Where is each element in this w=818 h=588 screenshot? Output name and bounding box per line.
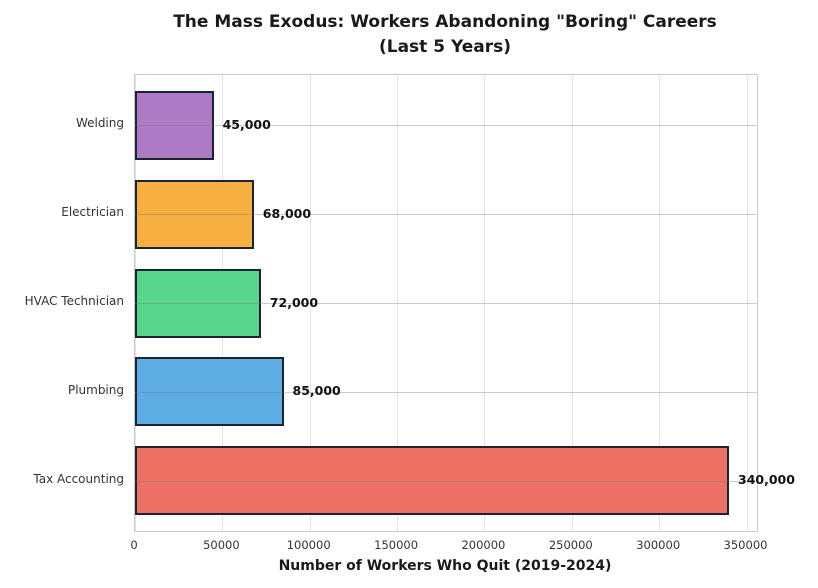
bar-value-label: 340,000 bbox=[738, 472, 795, 488]
x-gridline bbox=[746, 75, 748, 531]
bar-welding bbox=[135, 90, 214, 160]
y-gridline bbox=[135, 125, 757, 127]
y-tick-label-tax-accounting: Tax Accounting bbox=[33, 471, 124, 486]
y-gridline bbox=[135, 303, 757, 304]
y-tick-label-electrician: Electrician bbox=[61, 205, 124, 220]
chart-title-line2: (Last 5 Years) bbox=[378, 36, 511, 57]
y-gridline bbox=[135, 391, 757, 393]
y-gridline bbox=[135, 214, 757, 216]
x-tick-label-150000: 150000 bbox=[374, 538, 419, 552]
chart-title-line1: The Mass Exodus: Workers Abandoning "Bor… bbox=[173, 12, 717, 32]
x-gridline bbox=[659, 75, 661, 531]
chart-title: The Mass Exodus: Workers Abandoning "Bor… bbox=[134, 10, 756, 59]
y-gridline bbox=[135, 480, 757, 482]
x-tick-label-100000: 100000 bbox=[286, 538, 331, 552]
bar-tax-accounting bbox=[135, 446, 729, 516]
x-axis-label: Number of Workers Who Quit (2019-2024) bbox=[278, 558, 612, 574]
x-tick-label-200000: 200000 bbox=[461, 538, 506, 552]
x-tick-label-300000: 300000 bbox=[636, 538, 681, 552]
x-tick-label-50000: 50000 bbox=[203, 538, 240, 552]
x-tick-label-350000: 350000 bbox=[723, 538, 768, 552]
bar-value-label: 68,000 bbox=[262, 205, 312, 221]
plot-area: 45,000 68,000 72,000 85,000 340,000 bbox=[134, 74, 795, 532]
x-gridline bbox=[571, 75, 573, 531]
x-tick-label-250000: 250000 bbox=[548, 538, 593, 552]
x-gridline bbox=[397, 75, 399, 531]
y-tick-label-welding: Welding bbox=[75, 116, 124, 131]
x-gridline bbox=[309, 75, 311, 531]
x-gridline bbox=[484, 75, 486, 531]
bar-electrician bbox=[135, 179, 254, 249]
bar-hvac-technician bbox=[135, 268, 261, 338]
y-tick-label-plumbing: Plumbing bbox=[67, 382, 124, 397]
bar-value-label: 45,000 bbox=[222, 116, 271, 132]
bar-value-label: 85,000 bbox=[292, 383, 341, 399]
bar-value-label: 72,000 bbox=[269, 294, 319, 310]
y-tick-label-hvac-technician: HVAC Technician bbox=[24, 294, 124, 308]
x-tick-label-0: 0 bbox=[130, 538, 138, 552]
bar-plumbing bbox=[135, 357, 284, 427]
